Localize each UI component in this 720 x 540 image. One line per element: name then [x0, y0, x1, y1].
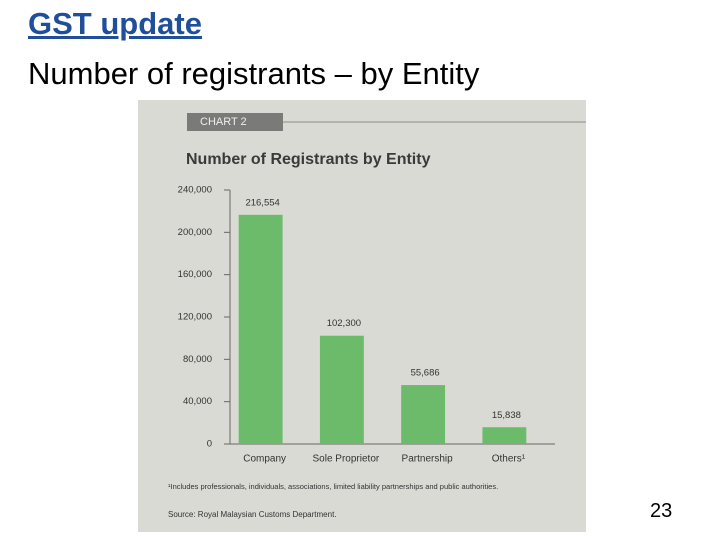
x-tick-label: Others¹	[492, 454, 526, 465]
bar	[238, 214, 283, 444]
y-tick-label: 160,000	[178, 269, 212, 280]
bar	[482, 427, 527, 444]
page-number: 23	[650, 500, 673, 522]
slide-subtitle: Number of registrants – by Entity	[28, 56, 480, 91]
x-tick-label: Company	[243, 454, 286, 465]
photo-background	[138, 100, 586, 532]
chart-label-banner	[187, 113, 283, 131]
source: Source: Royal Malaysian Customs Departme…	[168, 510, 337, 519]
y-tick-label: 240,000	[178, 185, 212, 196]
y-tick-label: 200,000	[178, 227, 212, 238]
footnote: ¹Includes professionals, individuals, as…	[168, 482, 498, 491]
x-tick-label: Partnership	[402, 454, 454, 465]
y-tick-label: 80,000	[183, 354, 212, 365]
chart-title: Number of Registrants by Entity	[186, 151, 431, 168]
y-tick-label: 0	[207, 439, 212, 450]
value-label: 15,838	[492, 410, 521, 421]
bar	[319, 335, 364, 444]
chart-label: CHART 2	[200, 116, 247, 128]
value-label: 55,686	[411, 368, 440, 379]
value-label: 102,300	[327, 318, 361, 329]
y-tick-label: 120,000	[178, 312, 212, 323]
x-tick-label: Sole Proprietor	[313, 454, 380, 465]
bar	[401, 385, 446, 444]
y-tick-label: 40,000	[183, 396, 212, 407]
slide-title: GST update	[28, 6, 202, 41]
value-label: 216,554	[245, 197, 279, 208]
